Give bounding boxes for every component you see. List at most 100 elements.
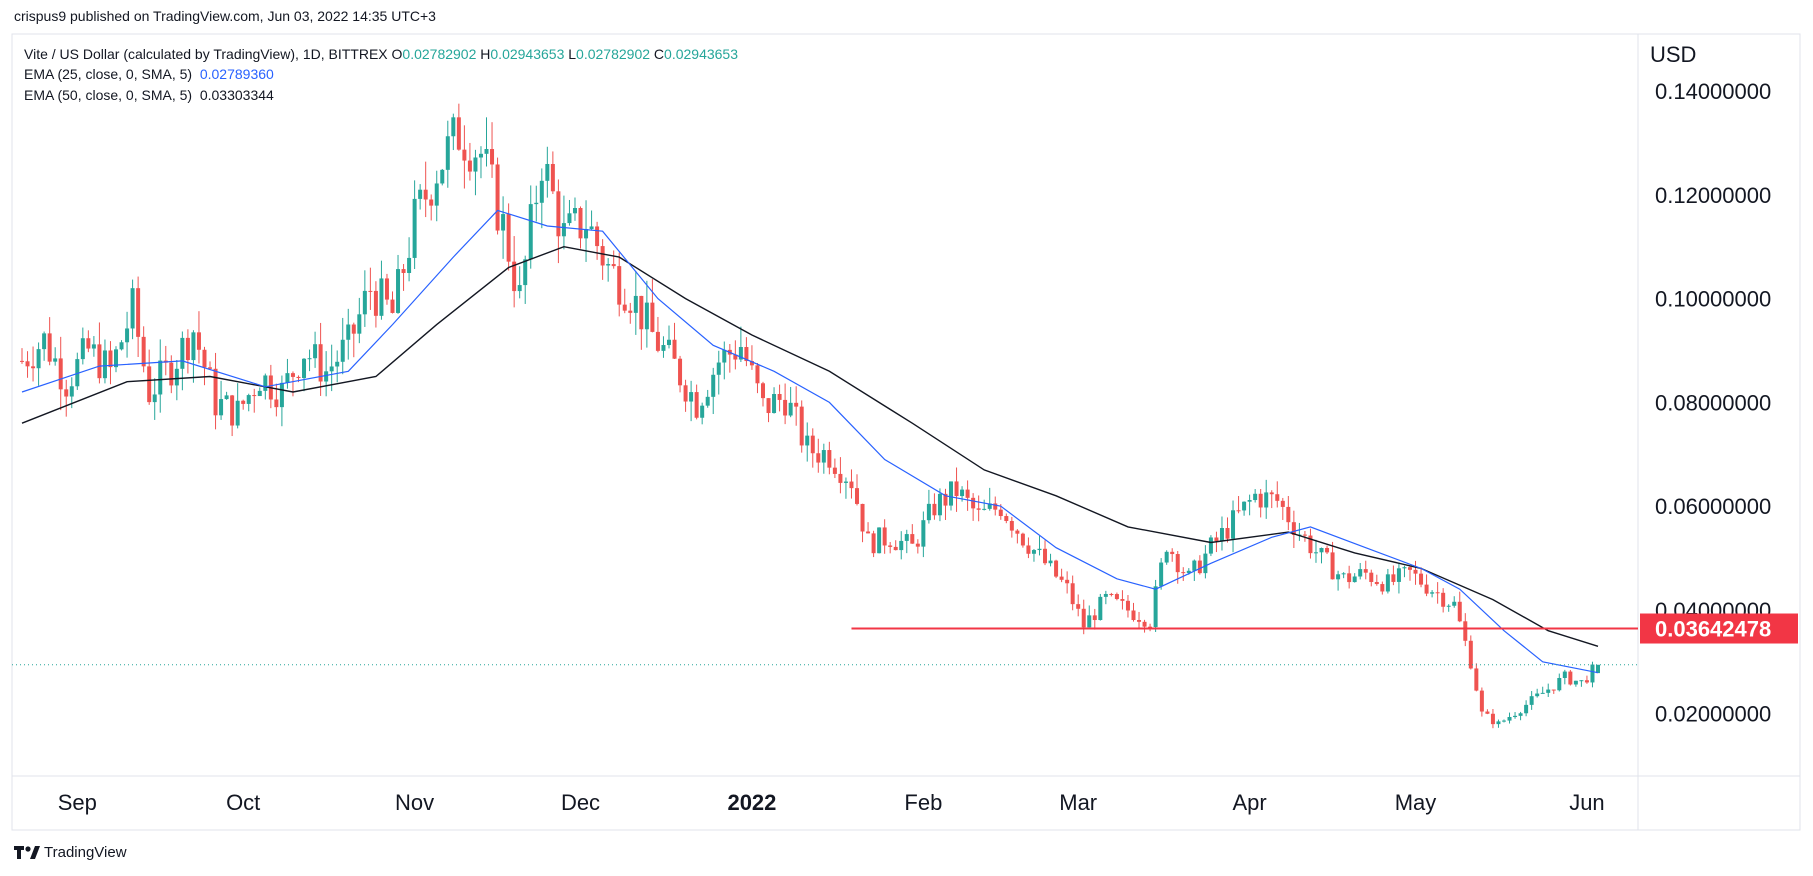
- candle: [1490, 708, 1495, 729]
- candle: [1247, 494, 1252, 516]
- candle: [1363, 560, 1368, 580]
- candle: [832, 458, 837, 479]
- candle: [760, 381, 765, 407]
- candle: [893, 540, 898, 551]
- candle: [987, 487, 992, 511]
- ema25-legend[interactable]: EMA (25, close, 0, SMA, 5) 0.02789360: [24, 66, 274, 82]
- candle-body: [412, 198, 417, 258]
- candle: [556, 179, 561, 264]
- candle-body: [119, 342, 124, 350]
- candle-body: [75, 359, 80, 387]
- candle-body: [1380, 584, 1385, 592]
- candle-body: [1330, 552, 1335, 580]
- candle: [335, 350, 340, 383]
- candle: [163, 345, 168, 376]
- candle-body: [1596, 664, 1600, 674]
- candle-body: [1070, 583, 1075, 605]
- candle-body: [1463, 621, 1468, 641]
- y-tick-label: 0.10000000: [1655, 287, 1771, 312]
- candle: [1009, 516, 1014, 538]
- ema50-legend[interactable]: EMA (50, close, 0, SMA, 5) 0.03303344: [24, 87, 274, 103]
- candle-body: [1208, 537, 1213, 554]
- time-axis[interactable]: Sep Oct Nov Dec 2022 Feb Mar Apr May Jun: [58, 790, 1605, 815]
- candle-body: [1137, 620, 1142, 622]
- candle: [633, 270, 638, 335]
- x-tick-label: Oct: [226, 790, 260, 815]
- candle-body: [1192, 560, 1197, 571]
- candle: [943, 488, 948, 520]
- candle: [1070, 575, 1075, 611]
- candle-body: [993, 503, 998, 510]
- candle-body: [141, 336, 146, 367]
- candle-body: [390, 299, 395, 313]
- price-axis[interactable]: 0.14000000 0.12000000 0.10000000 0.08000000…: [1655, 79, 1771, 727]
- candle: [25, 351, 30, 378]
- candle-body: [219, 399, 224, 416]
- candle: [1468, 635, 1473, 670]
- candle-body: [589, 226, 594, 230]
- candle: [777, 384, 782, 412]
- candle-body: [235, 400, 240, 426]
- candle: [1275, 481, 1280, 508]
- candle-body: [722, 349, 727, 363]
- candle-body: [1341, 573, 1346, 575]
- candle: [1236, 496, 1241, 514]
- candle: [1496, 719, 1501, 728]
- candle: [329, 344, 334, 392]
- candle-body: [926, 503, 931, 521]
- candle-body: [915, 543, 920, 547]
- candle: [307, 349, 312, 372]
- candle-body: [1031, 550, 1036, 554]
- candle-body: [252, 395, 257, 397]
- candle: [976, 495, 981, 522]
- candle-body: [462, 149, 467, 161]
- ema50-value: 0.03303344: [199, 87, 274, 103]
- tradingview-logo-icon: [14, 845, 40, 859]
- candle: [1120, 590, 1125, 610]
- candle-body: [1490, 713, 1495, 725]
- candle: [1142, 619, 1147, 633]
- candle: [429, 194, 434, 221]
- candle: [1031, 548, 1036, 562]
- candle-body: [1219, 528, 1224, 541]
- candle-body: [1407, 567, 1412, 570]
- candle: [926, 489, 931, 524]
- candle-body: [517, 285, 522, 292]
- candle-body: [528, 204, 533, 260]
- candle-body: [147, 366, 152, 403]
- candle-body: [257, 390, 262, 397]
- candle: [1507, 712, 1512, 724]
- candle-body: [805, 435, 810, 446]
- candle-body: [661, 345, 666, 351]
- candle-body: [639, 295, 644, 330]
- candle-body: [1275, 494, 1280, 501]
- candle: [302, 358, 307, 392]
- candle-body: [799, 406, 804, 446]
- candle-body: [1225, 528, 1230, 539]
- candle-body: [633, 295, 638, 313]
- candle: [423, 161, 428, 218]
- candle: [1358, 562, 1363, 580]
- candle-body: [440, 169, 445, 184]
- candle-body: [760, 383, 765, 399]
- candle-body: [744, 347, 749, 362]
- candle-body: [1430, 592, 1435, 594]
- candle: [501, 196, 506, 259]
- candle: [1291, 510, 1296, 548]
- candle: [152, 378, 157, 420]
- candle-body: [318, 344, 323, 382]
- tradingview-logo[interactable]: TradingView: [14, 844, 127, 861]
- candle-body: [1496, 721, 1501, 725]
- candle-body: [130, 288, 135, 329]
- candle-body: [611, 264, 616, 267]
- candle: [1219, 516, 1224, 551]
- candle-body: [335, 361, 340, 367]
- candle-body: [20, 360, 24, 362]
- candle-body: [904, 534, 909, 541]
- candle: [1330, 541, 1335, 580]
- y-tick-label: 0.06000000: [1655, 494, 1771, 519]
- candle-body: [473, 157, 478, 172]
- candle-body: [346, 324, 351, 340]
- candle-body: [495, 164, 500, 231]
